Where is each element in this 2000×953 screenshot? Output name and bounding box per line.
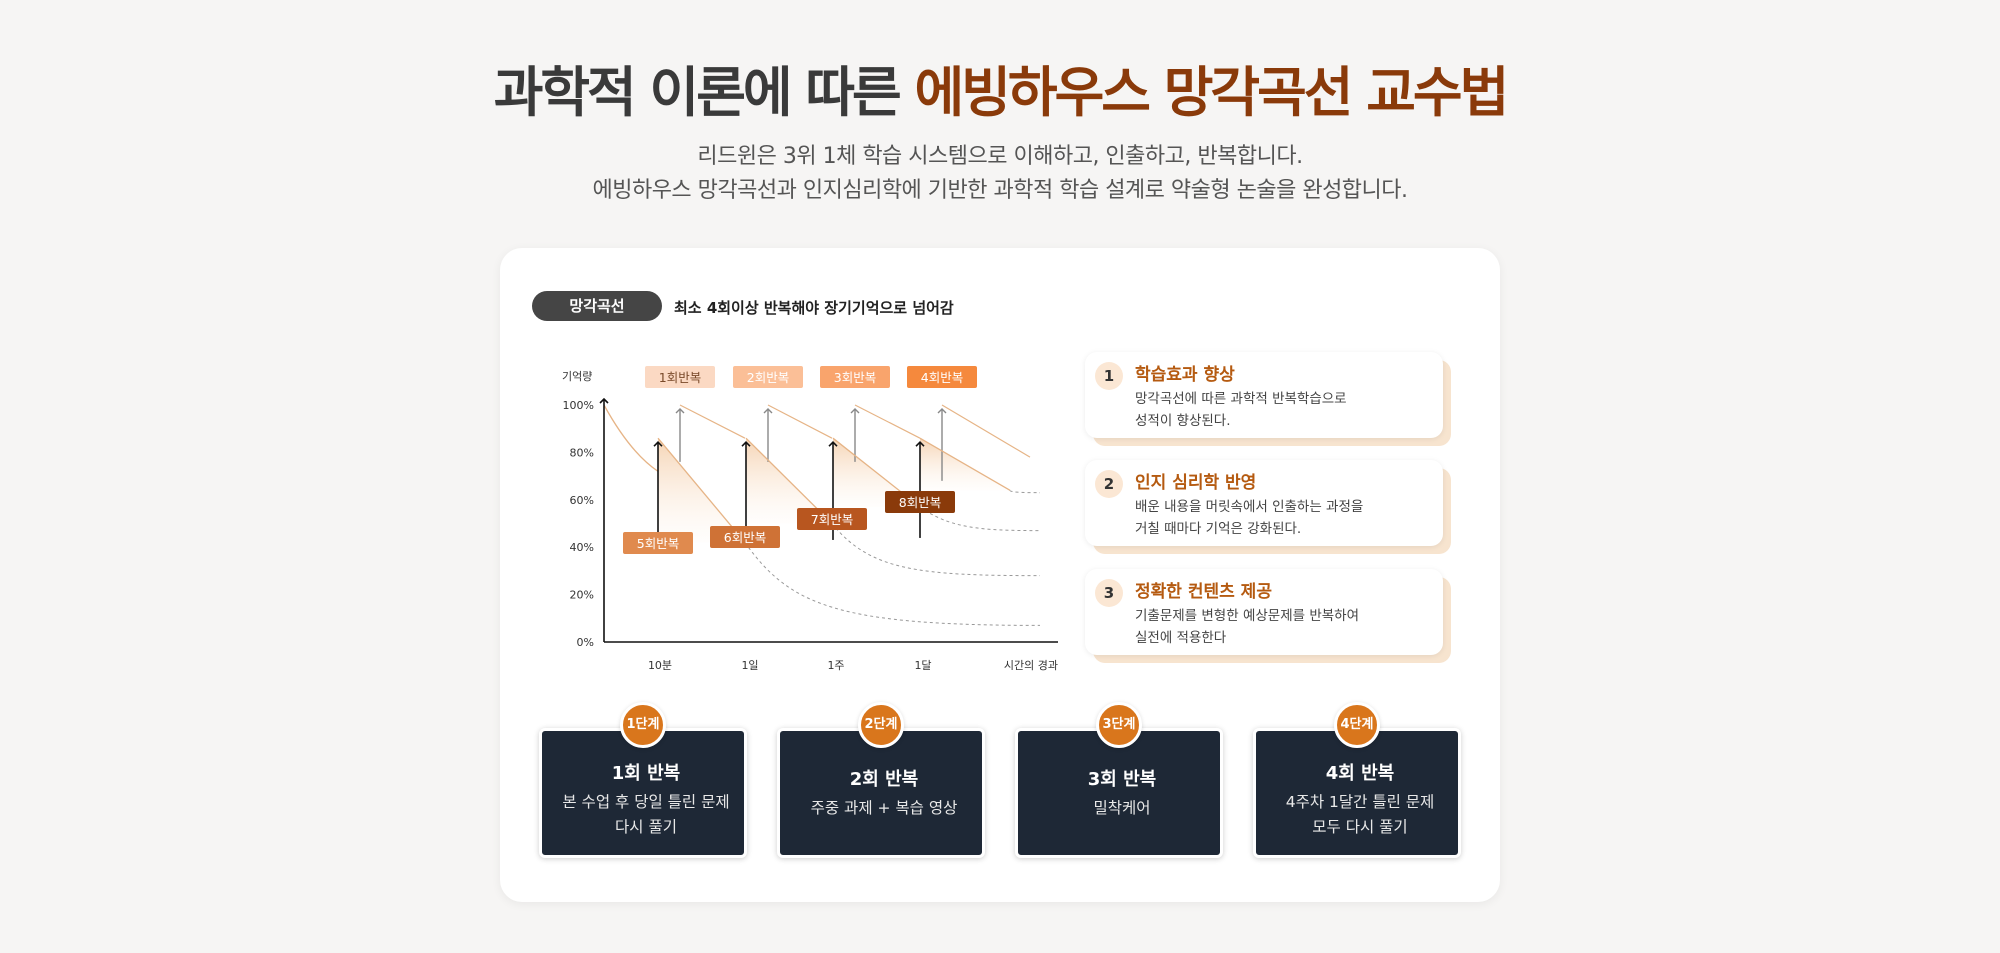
step-description: 밀착케어 <box>1093 799 1151 817</box>
section-description: 최소 4회이상 반복해야 장기기억으로 넘어감 <box>674 299 954 317</box>
y-tick-label: 100% <box>563 399 594 412</box>
step-badge: 3단계 <box>1096 702 1142 748</box>
upper-decay-1 <box>679 404 746 439</box>
step-card-2: 2회 반복 주중 과제 + 복습 영상 2단계 <box>777 702 985 858</box>
card-text: 기출문제를 변형한 예상문제를 반복하여 실전에 적용한다 <box>1135 608 1360 646</box>
step-title: 4회 반복 <box>1325 763 1395 784</box>
tail-curve-2 <box>831 523 1041 577</box>
step-badge: 1단계 <box>620 702 666 748</box>
y-tick-label: 80% <box>570 446 594 459</box>
x-tick-label: 1달 <box>914 659 931 672</box>
lower-label-4: 8회반복 <box>899 495 941 510</box>
page-subtitle: 리드윈은 3위 1체 학습 시스템으로 이해하고, 인출하고, 반복합니다. 에… <box>0 140 2000 208</box>
step-card-1: 1회 반복 본 수업 후 당일 틀린 문제 다시 풀기 1단계 <box>539 702 747 858</box>
y-tick-label: 0% <box>577 636 594 649</box>
upper-label-box <box>645 366 715 388</box>
main-decay-1 <box>657 437 746 543</box>
y-tick-label: 20% <box>570 589 594 602</box>
subtitle-line-1: 리드윈은 3위 1체 학습 시스템으로 이해하고, 인출하고, 반복합니다. <box>697 144 1303 169</box>
card-title: 학습효과 향상 <box>1135 365 1235 385</box>
upper-label-1: 1회반복 <box>659 370 701 385</box>
y-axis-label: 기억량 <box>562 370 592 383</box>
initial-decay-curve <box>603 404 659 472</box>
title-prefix: 과학적 이론에 따른 <box>493 61 915 124</box>
upper-label-box <box>733 366 803 388</box>
tail-curve-4 <box>1009 489 1041 494</box>
step-description: 주중 과제 + 복습 영상 <box>810 799 958 817</box>
upper-decay-4 <box>941 404 1031 458</box>
upper-label-box <box>820 366 890 388</box>
lower-label-box <box>623 532 693 554</box>
upper-label-4: 4회반복 <box>921 370 963 385</box>
y-tick-label: 40% <box>570 541 594 554</box>
y-tick-label: 60% <box>570 494 594 507</box>
step-title: 1회 반복 <box>611 763 681 784</box>
forgetting-curve-chart: 100% 80% 60% 40% 20% 0% 기억량 10분 1일 1주 1달 시간의 경과 1회반복… <box>562 366 1058 672</box>
card-number: 3 <box>1095 579 1123 607</box>
upper-label-3: 3회반복 <box>834 370 876 385</box>
title-accent: 에빙하우스 망각곡선 교수법 <box>914 61 1510 124</box>
step-description: 4주차 1달간 틀린 문제 모두 다시 풀기 <box>1285 793 1435 836</box>
step-card-3: 3회 반복 밀착케어 3단계 <box>1015 702 1223 858</box>
section-pill: 망각곡선 <box>532 291 662 321</box>
subtitle-line-2: 에빙하우스 망각곡선과 인지심리학에 기반한 과학적 학습 설계로 약술형 논술… <box>592 178 1408 203</box>
lower-label-box <box>797 508 867 530</box>
tail-curve-1 <box>744 542 1041 626</box>
step-box: 4회 반복 4주차 1달간 틀린 문제 모두 다시 풀기 <box>1253 728 1461 858</box>
lower-label-3: 7회반복 <box>811 512 853 527</box>
upper-label-2: 2회반복 <box>747 370 789 385</box>
card-title: 정확한 컨텐츠 제공 <box>1135 582 1272 602</box>
x-tick-label: 1주 <box>827 659 844 672</box>
card-text: 배운 내용을 머릿속에서 인출하는 과정을 거칠 때마다 기억은 강화된다. <box>1135 499 1364 537</box>
card-number: 1 <box>1095 362 1123 390</box>
page-title: 과학적 이론에 따른 에빙하우스 망각곡선 교수법 <box>0 48 2000 127</box>
card-title: 인지 심리학 반영 <box>1135 473 1257 493</box>
main-decay-4 <box>919 437 1011 491</box>
upper-decay-3 <box>854 404 921 439</box>
lower-label-box <box>710 526 780 548</box>
lower-label-1: 5회반복 <box>637 536 679 551</box>
step-title: 2회 반복 <box>849 769 919 790</box>
step-badge: 2단계 <box>858 702 904 748</box>
curve-fill-2 <box>746 438 832 524</box>
x-axis-label: 시간의 경과 <box>1004 659 1058 672</box>
step-badge: 4단계 <box>1334 702 1380 748</box>
lower-label-2: 6회반복 <box>724 530 766 545</box>
card-number: 2 <box>1095 470 1123 498</box>
x-tick-label: 1일 <box>741 658 758 672</box>
step-title: 3회 반복 <box>1087 769 1157 790</box>
card-text: 망각곡선에 따른 과학적 반복학습으로 성적이 향상된다. <box>1135 391 1347 429</box>
step-card-4: 4회 반복 4주차 1달간 틀린 문제 모두 다시 풀기 4단계 <box>1253 702 1461 858</box>
upper-label-box <box>907 366 977 388</box>
lower-label-box <box>885 491 955 513</box>
x-tick-label: 10분 <box>648 659 672 672</box>
upper-decay-2 <box>767 404 833 439</box>
step-description: 본 수업 후 당일 틀린 문제 다시 풀기 <box>562 793 730 836</box>
